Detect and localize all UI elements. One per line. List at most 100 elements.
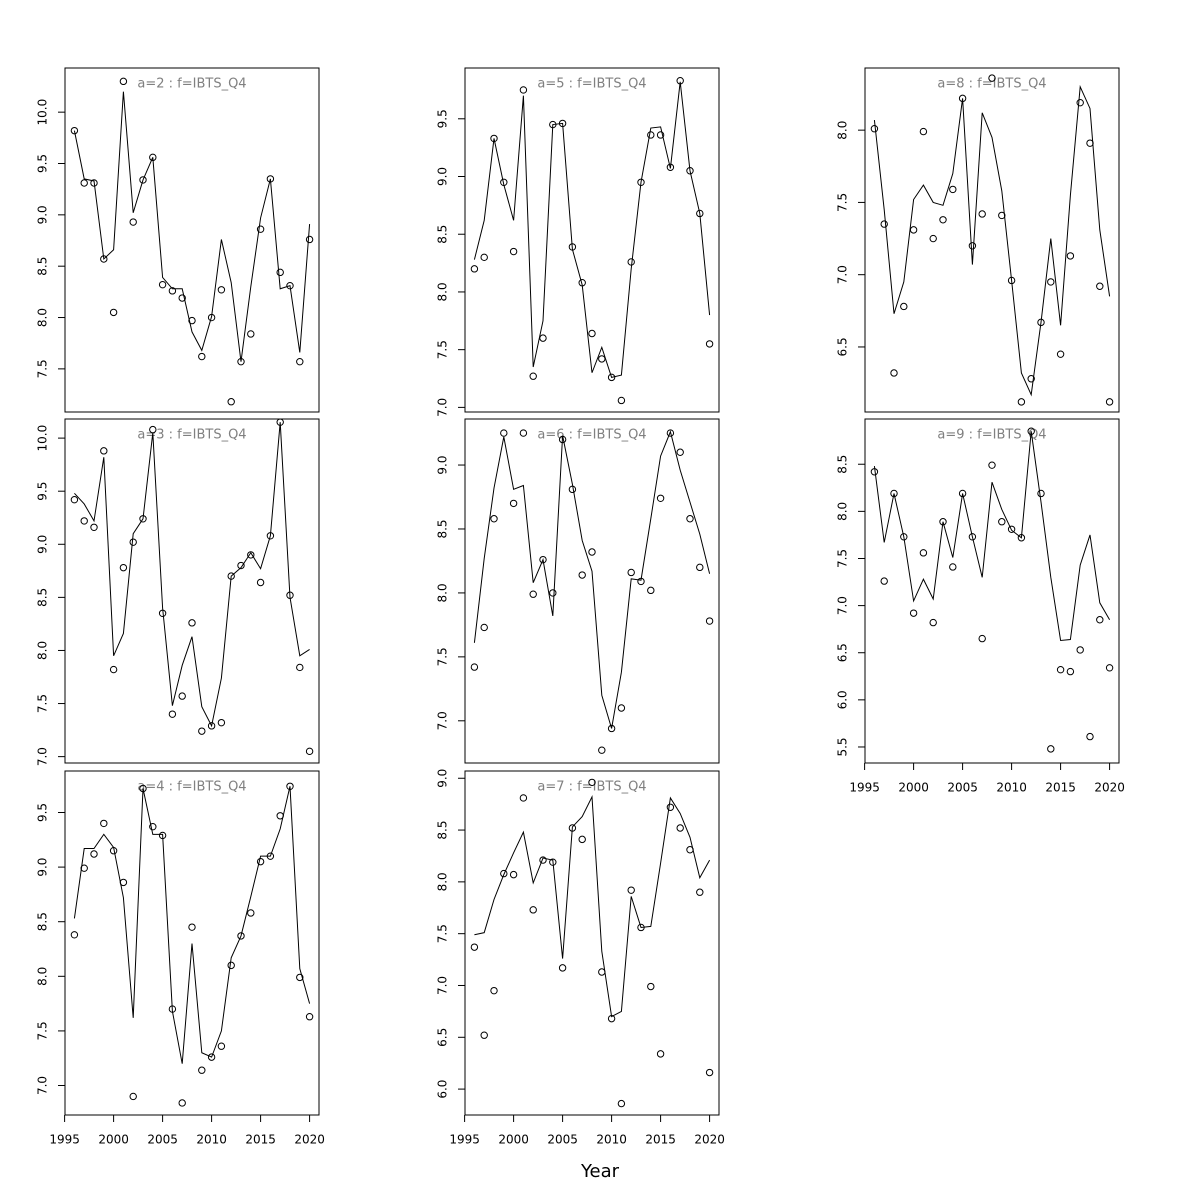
observed-point [139,176,147,184]
observed-point [1096,282,1104,290]
plot-frame [464,770,720,1116]
fitted-line [474,795,711,1018]
observed-point [978,634,986,643]
observed-point [607,373,616,382]
observed-point [168,710,177,718]
observed-point [627,568,635,577]
observed-point [188,316,196,325]
observed-point [1047,745,1055,753]
panel: a=2 : f=IBTS_Q4 7.5 8.0 8.5 9.0 9.5 10.0 [35,67,320,413]
observed-point [178,1099,186,1107]
y-tick-label: 7.0 [436,711,450,730]
observed-point [686,515,694,523]
y-tick-label: 9.0 [36,535,50,554]
y-tick-label: 8.5 [36,912,50,931]
observed-point [480,1031,488,1039]
observed-point [939,216,947,224]
observed-point [198,727,206,735]
x-tick-label: 2015 [645,1133,676,1147]
panel-title: a=7 : f=IBTS_Q4 [537,780,646,795]
y-tick-label: 8.0 [436,872,450,891]
observed-point [470,663,479,671]
observed-point [539,555,547,564]
observed-point [256,857,265,866]
x-tick-label: 2000 [98,1133,129,1147]
observed-point [217,286,226,294]
y-tick-label: 7.5 [36,694,50,713]
y-tick-label: 9.5 [436,109,450,128]
observed-point [149,822,157,831]
observed-point [1007,525,1016,533]
observed-point [1017,398,1026,406]
y-tick-label: 10.0 [35,99,49,126]
observed-point [188,619,196,627]
y-tick-label: 7.5 [836,549,850,568]
observed-point [119,563,128,572]
observed-point [1027,375,1035,383]
y-tick-label: 9.0 [436,455,450,474]
observed-point [207,722,216,730]
y-tick-label: 10.0 [36,425,50,452]
panel-title: a=2 : f=IBTS_Q4 [137,77,246,92]
y-tick-label: 7.5 [436,340,450,359]
y-tick-label: 8.0 [436,583,450,602]
observed-point [588,778,596,787]
observed-point [296,357,304,366]
observed-point [647,586,655,595]
panel: a=4 : f=IBTS_Q4 7.0 7.5 8.0 8.5 9.0 9.5 1995 200… [36,770,325,1147]
observed-point [598,746,606,754]
observed-point [998,518,1006,526]
y-tick-label: 6.0 [436,1080,450,1099]
observed-point [80,517,88,525]
fitted-line [74,422,310,728]
y-tick-label: 6.5 [436,1028,450,1047]
y-tick-label: 7.5 [436,647,450,666]
observed-point [890,489,898,498]
plot-frame [64,418,320,764]
panel-title: a=9 : f=IBTS_Q4 [937,428,1046,443]
x-tick-label: 2005 [547,1133,578,1147]
y-tick-label: 7.0 [36,747,50,766]
observed-point [227,398,235,406]
observed-point [1066,252,1075,260]
y-tick-label: 8.5 [836,455,850,474]
x-tick-label: 1995 [49,1133,80,1147]
observed-point [227,961,235,970]
plot-frame [864,418,1120,764]
observed-point [90,179,98,187]
observed-point [90,850,98,858]
observed-point [988,461,996,469]
panel: a=8 : f=IBTS_Q4 6.5 7.0 7.5 8.0 [836,67,1120,413]
observed-point [1105,398,1114,406]
observed-point [929,618,937,627]
observed-point [607,724,616,733]
plot-frame [64,67,320,413]
observed-point [998,211,1006,220]
fitted-line [873,431,1111,642]
observed-point [549,589,557,597]
observed-point [256,225,265,233]
observed-point [870,125,879,133]
observed-point [1105,664,1114,672]
y-tick-label: 7.5 [436,924,450,943]
fitted-line [473,81,711,378]
observed-point [627,886,635,894]
x-tick-label: 2010 [596,1133,627,1147]
observed-point [90,523,98,531]
observed-point [1096,616,1104,624]
observed-point [676,448,684,456]
observed-point [578,835,586,844]
observed-point [529,372,537,380]
observed-point [529,906,537,914]
observed-point [696,563,704,572]
y-tick-label: 8.0 [836,502,850,521]
x-tick-label: 2020 [694,1133,725,1147]
observed-point [500,869,508,878]
x-tick-label: 2010 [996,781,1027,795]
observed-point [100,447,108,455]
observed-point [509,499,518,508]
observed-point [70,126,79,135]
y-tick-label: 8.5 [436,821,450,840]
panel: a=3 : f=IBTS_Q4 7.0 7.5 8.0 8.5 9.0 9.5 10.0 [36,418,320,766]
